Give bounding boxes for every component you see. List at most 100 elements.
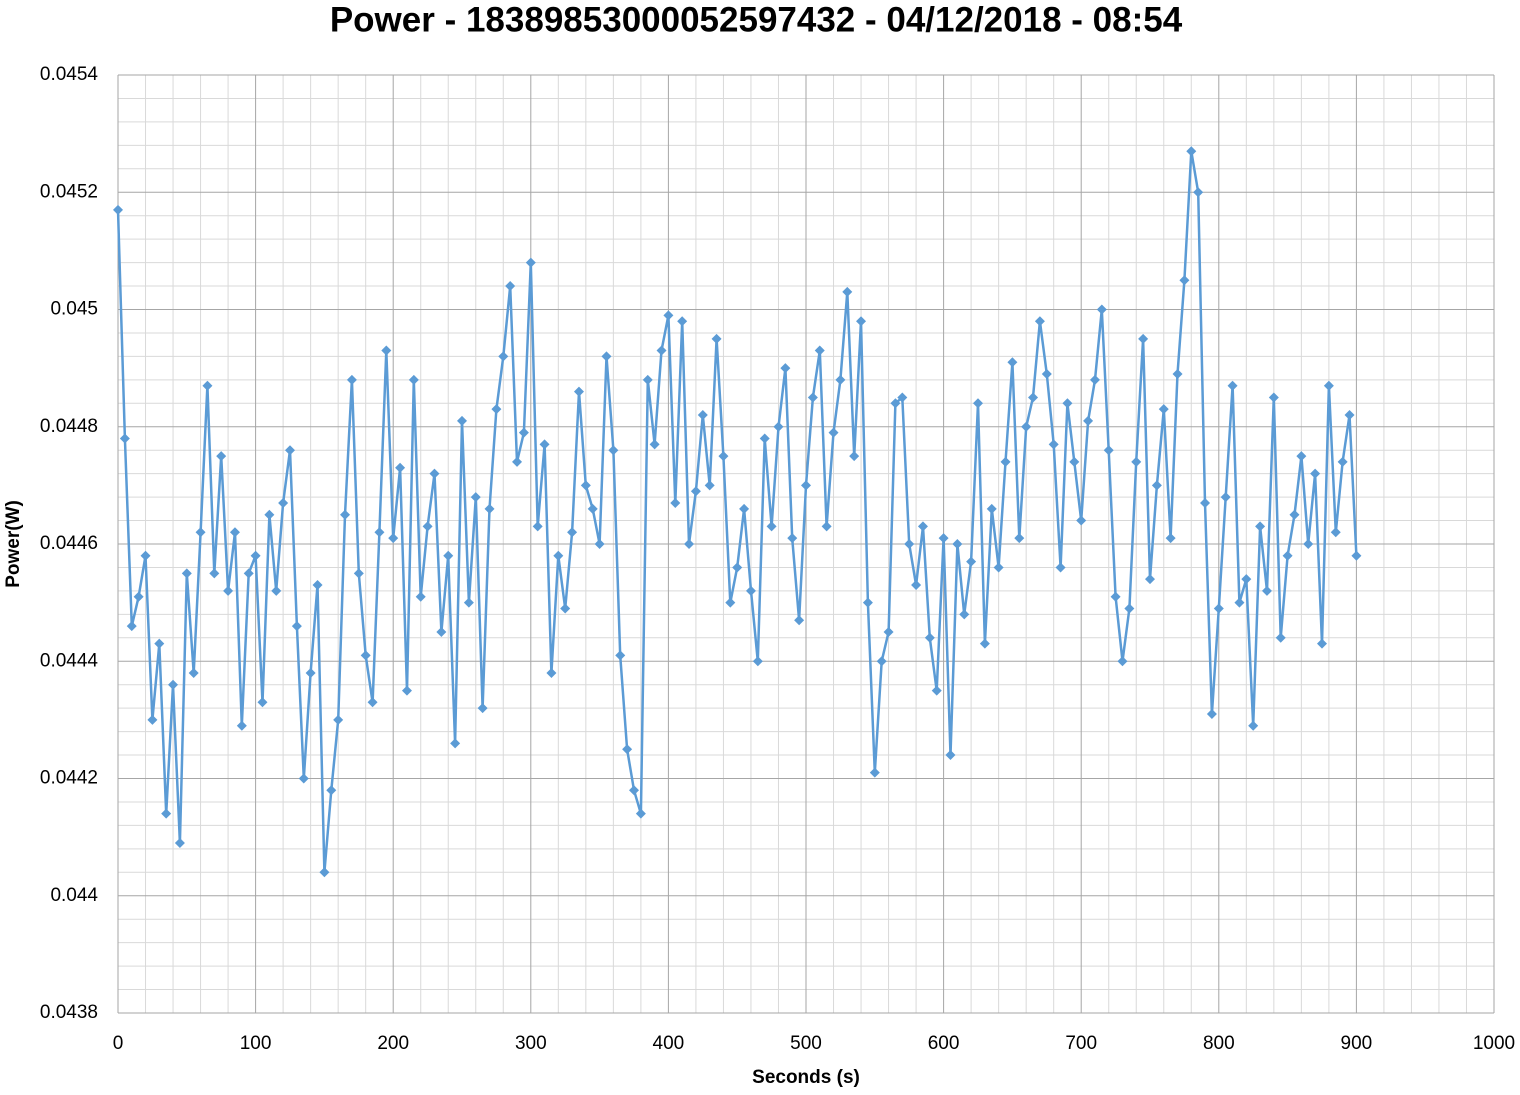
data-point [608, 445, 619, 456]
data-point [525, 257, 536, 268]
data-point [993, 562, 1004, 573]
data-point [1151, 480, 1162, 491]
data-point [670, 497, 681, 508]
data-point [161, 808, 172, 819]
data-point [1344, 410, 1355, 421]
x-tick-label: 1000 [1473, 1033, 1515, 1054]
data-point [649, 439, 660, 450]
data-point [979, 638, 990, 649]
data-point [291, 621, 302, 632]
data-point [1275, 632, 1286, 643]
data-point [814, 345, 825, 356]
data-point [1007, 357, 1018, 368]
data-point [243, 568, 254, 579]
data-point [278, 497, 289, 508]
data-point [1310, 468, 1321, 479]
data-point [1110, 591, 1121, 602]
data-point [188, 667, 199, 678]
data-point [415, 591, 426, 602]
data-point [828, 427, 839, 438]
data-point [835, 374, 846, 385]
data-point [973, 398, 983, 409]
data-point [340, 509, 351, 520]
data-point [1330, 527, 1341, 538]
y-tick-label: 0.0446 [40, 533, 98, 554]
data-point [305, 667, 316, 678]
data-point [1069, 456, 1080, 467]
data-point [1172, 368, 1183, 379]
data-point [931, 685, 942, 696]
data-point [1248, 720, 1259, 731]
data-point [450, 738, 461, 749]
data-point [869, 767, 880, 778]
data-point [966, 556, 977, 567]
data-point [1055, 562, 1066, 573]
data-point [1241, 574, 1252, 585]
data-point [821, 521, 832, 532]
data-point [1158, 404, 1169, 415]
data-point [374, 527, 385, 538]
data-point [312, 580, 323, 591]
data-point [1048, 439, 1059, 450]
x-tick-label: 400 [653, 1033, 685, 1054]
data-point [1213, 603, 1224, 614]
data-point [1062, 398, 1073, 409]
data-point [202, 380, 213, 391]
x-axis-title: Seconds (s) [752, 1067, 860, 1088]
data-point [711, 333, 722, 344]
data-point [236, 720, 247, 731]
data-point [512, 456, 523, 467]
x-tick-label: 300 [515, 1033, 547, 1054]
data-point [1103, 445, 1114, 456]
data-point [250, 550, 261, 561]
data-point [443, 550, 454, 561]
data-point [1268, 392, 1279, 403]
data-point [1303, 539, 1314, 549]
data-point [601, 351, 612, 362]
data-point [897, 392, 908, 403]
data-point [1337, 456, 1348, 467]
data-point [1089, 374, 1100, 385]
y-tick-label: 0.044 [50, 885, 98, 906]
data-point [470, 492, 481, 503]
data-point [518, 427, 529, 438]
data-point [436, 626, 447, 637]
data-point [945, 750, 956, 761]
data-point [1034, 316, 1045, 327]
data-point [663, 310, 674, 321]
data-point [635, 808, 646, 819]
data-point [154, 638, 165, 649]
data-point [477, 703, 488, 714]
data-point [360, 650, 371, 661]
data-point [388, 533, 399, 544]
data-point [560, 603, 571, 614]
data-point [745, 585, 756, 596]
data-point [1000, 456, 1011, 467]
data-point [567, 527, 578, 538]
data-point [395, 462, 406, 473]
data-point [1206, 709, 1217, 720]
data-point [223, 585, 234, 596]
data-point [484, 503, 495, 514]
data-point [1041, 368, 1052, 379]
data-point [883, 626, 894, 637]
data-point [257, 697, 268, 708]
data-point [594, 539, 605, 549]
y-tick-label: 0.0452 [40, 181, 98, 202]
data-point [271, 585, 282, 596]
data-line [116, 149, 1358, 874]
data-point [1186, 146, 1197, 157]
data-point [1096, 304, 1107, 315]
data-point [401, 685, 412, 696]
data-point [147, 714, 158, 725]
data-point [856, 316, 867, 327]
data-point [1021, 421, 1032, 432]
data-point [1261, 585, 1272, 596]
x-tick-label: 700 [1065, 1033, 1097, 1054]
data-point [911, 580, 922, 591]
data-point [553, 550, 564, 561]
data-point [168, 679, 179, 690]
y-axis-title: Power(W) [3, 500, 24, 588]
data-point [739, 503, 750, 514]
data-point [119, 433, 130, 444]
